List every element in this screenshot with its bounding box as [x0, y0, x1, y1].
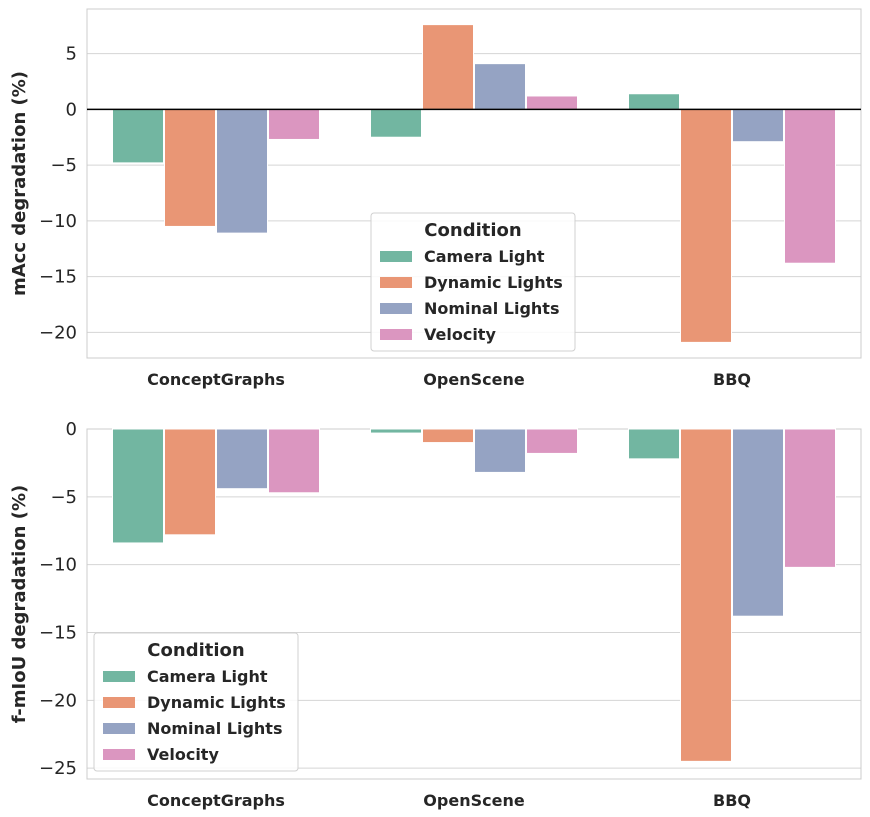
x-category-label: ConceptGraphs [147, 791, 285, 810]
bar [628, 93, 680, 110]
legend-entry: Nominal Lights [424, 299, 559, 318]
legend-title: Condition [424, 220, 521, 241]
bar [112, 428, 164, 544]
bar [628, 428, 680, 460]
bar [370, 428, 422, 434]
legend-entry: Camera Light [147, 667, 268, 686]
legend-swatch [380, 303, 412, 314]
legend-box [93, 632, 299, 772]
y-tick-label: −15 [39, 267, 77, 288]
y-tick-label: −20 [39, 690, 77, 711]
legend-swatch [103, 697, 135, 708]
bar [526, 428, 578, 454]
legend-swatch [103, 671, 135, 682]
x-category-label: OpenScene [423, 791, 525, 810]
legend-swatch [103, 723, 135, 734]
bar [474, 63, 526, 110]
y-tick-label: −5 [50, 487, 77, 508]
legend: Condition Camera Light Dynamic Lights Nomin… [370, 212, 576, 352]
plot-frame [86, 8, 862, 359]
bar [216, 108, 268, 234]
chart-panel-1: 5 0 −5 −10 −15 −20 ConceptGraphs OpenScene BBQ mA… [9, 8, 862, 389]
bar [422, 24, 474, 110]
y-tick-label: −5 [50, 155, 77, 176]
y-tick-label: −10 [39, 555, 77, 576]
legend-entry: Dynamic Lights [147, 693, 286, 712]
bar [526, 95, 578, 110]
y-tick-label: 0 [66, 419, 77, 440]
bar [784, 108, 836, 264]
y-tick-label: −25 [39, 758, 77, 779]
x-category-label: BBQ [713, 370, 751, 389]
legend-entry: Velocity [424, 325, 496, 344]
x-category-label: ConceptGraphs [147, 370, 285, 389]
legend: Condition Camera Light Dynamic Lights Nomin… [93, 632, 299, 772]
x-category-label: BBQ [713, 791, 751, 810]
bar [680, 108, 732, 343]
legend-title: Condition [147, 640, 244, 661]
legend-swatch [380, 329, 412, 340]
legend-entry: Dynamic Lights [424, 273, 563, 292]
y-tick-label: −10 [39, 211, 77, 232]
bar [164, 108, 216, 227]
legend-entry: Camera Light [424, 247, 545, 266]
legend-entry: Velocity [147, 745, 219, 764]
bar [680, 428, 732, 762]
y-tick-label: −15 [39, 622, 77, 643]
legend-swatch [380, 251, 412, 262]
bar [216, 428, 268, 490]
y-axis-title: mAcc degradation (%) [9, 71, 30, 296]
chart-panel-2: 0 −5 −10 −15 −20 −25 ConceptGraphs OpenScene BBQ… [9, 419, 862, 810]
bar [268, 428, 320, 494]
y-tick-label: 0 [66, 99, 77, 120]
bar [422, 428, 474, 444]
y-tick-label: 5 [66, 44, 77, 65]
bar [112, 108, 164, 164]
y-axis-title: f-mIoU degradation (%) [9, 485, 30, 723]
bar [474, 428, 526, 473]
bar [732, 428, 784, 617]
y-tick-label: −20 [39, 322, 77, 343]
bar [268, 108, 320, 140]
bar [370, 108, 422, 138]
bar [732, 108, 784, 143]
legend-swatch [103, 749, 135, 760]
legend-box [370, 212, 576, 352]
legend-swatch [380, 277, 412, 288]
bar [784, 428, 836, 568]
bar [164, 428, 216, 536]
legend-entry: Nominal Lights [147, 719, 282, 738]
x-category-label: OpenScene [423, 370, 525, 389]
